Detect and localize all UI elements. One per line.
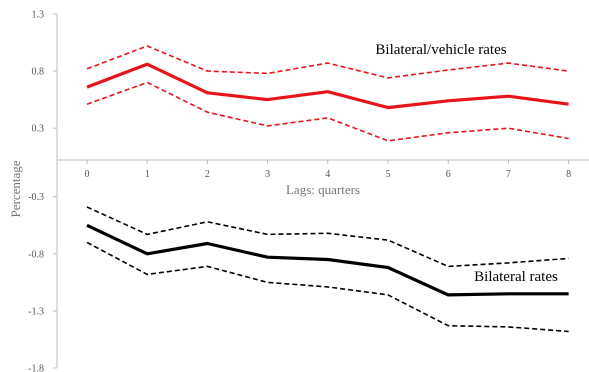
- series-line-band-2-2: [86, 81, 569, 142]
- series-line-band-1-1: [86, 45, 569, 79]
- series-label-bilateral-vehicle-rates: Bilateral/vehicle rates: [375, 42, 506, 58]
- y-axis-ticks: 1.3 0.8 0.3 -0.3 -0.8 -1.3 -1.8: [28, 10, 57, 372]
- x-tick-label: 3: [265, 169, 270, 180]
- x-tick-label: 6: [446, 169, 451, 180]
- x-tick-label: 4: [325, 169, 330, 180]
- y-tick-label: 0.3: [32, 124, 45, 135]
- x-tick-label: 8: [566, 169, 571, 180]
- axes: [56, 14, 589, 368]
- series-line-band-4-4: [86, 206, 569, 268]
- series-label-bilateral-rates: Bilateral rates: [474, 269, 558, 285]
- series-line-band-5-5: [86, 241, 569, 333]
- y-tick-label: 1.3: [32, 10, 45, 21]
- x-tick-label: 0: [85, 169, 90, 180]
- x-tick-label: 2: [205, 169, 210, 180]
- y-tick-label: -0.3: [28, 192, 44, 203]
- x-tick-label: 5: [386, 169, 391, 180]
- series-lines: [86, 45, 569, 333]
- x-axis-ticks: 0 1 2 3 4 5 6 7 8: [85, 160, 571, 180]
- y-tick-label: -1.3: [28, 306, 44, 317]
- series-line-bilateral-vehicle-rates: [86, 62, 569, 110]
- y-axis-label: Percentage: [8, 160, 23, 217]
- y-tick-label: -0.8: [28, 249, 44, 260]
- y-tick-label: 0.8: [32, 67, 45, 78]
- x-axis-label: Lags: quarters: [286, 182, 360, 197]
- x-tick-label: 1: [145, 169, 150, 180]
- series-line-bilateral-rates: [86, 223, 569, 297]
- x-tick-label: 7: [506, 169, 511, 180]
- y-tick-label: -1.8: [28, 364, 44, 372]
